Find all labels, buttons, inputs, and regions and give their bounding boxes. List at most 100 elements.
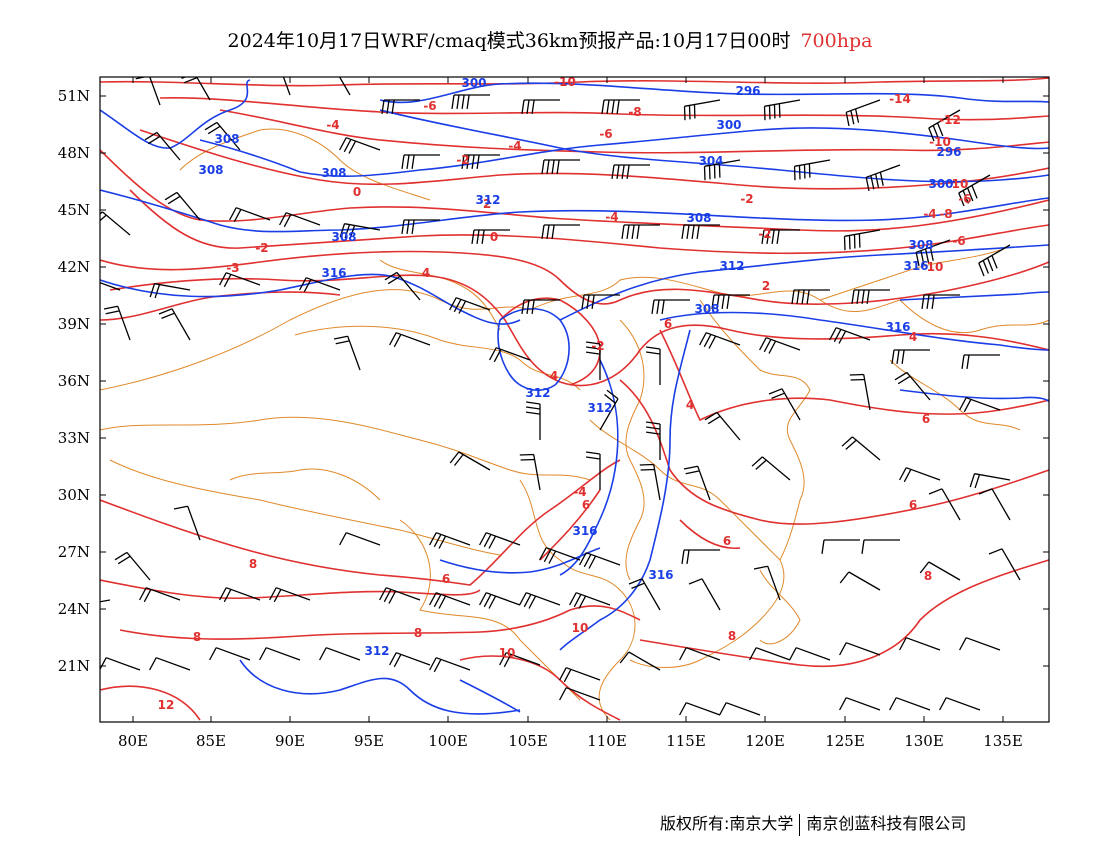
wind-barb bbox=[843, 229, 881, 251]
lon-label: 110E bbox=[587, 732, 627, 750]
temperature-label: 4 bbox=[909, 330, 917, 344]
height-label: 308 bbox=[331, 230, 356, 244]
wind-barb bbox=[521, 299, 560, 314]
wind-barb bbox=[919, 561, 961, 581]
wind-barb bbox=[539, 547, 581, 564]
wind-barb bbox=[841, 436, 881, 461]
title-level: 700hpa bbox=[800, 30, 873, 52]
wind-barb bbox=[449, 297, 491, 314]
wind-barb bbox=[181, 77, 211, 101]
map-title: 2024年10月17日WRF/cmaq模式36km预报产品:10月17日00时 7… bbox=[0, 26, 1100, 53]
wind-barb bbox=[793, 159, 831, 181]
temperature-label: 6 bbox=[922, 412, 930, 426]
wind-barb bbox=[988, 548, 1021, 581]
wind-barb bbox=[749, 647, 791, 661]
temperature-label: -12 bbox=[939, 113, 961, 127]
copyright-footer: 版权所有:南京大学 南京创蓝科技有限公司 bbox=[660, 810, 966, 836]
isotherms bbox=[100, 77, 1049, 721]
wind-barb bbox=[259, 647, 301, 661]
wind-barb bbox=[829, 327, 871, 344]
wind-barb bbox=[978, 488, 1011, 521]
height-label: 308 bbox=[694, 302, 719, 316]
wind-barb bbox=[759, 337, 801, 354]
lat-label: 45N bbox=[58, 201, 90, 219]
wind-barb bbox=[569, 592, 611, 609]
wind-barb bbox=[114, 551, 151, 581]
wind-barb bbox=[479, 592, 521, 609]
temperature-label: -6 bbox=[423, 99, 436, 113]
wind-barb bbox=[100, 282, 121, 291]
height-label: 296 bbox=[735, 84, 760, 98]
temperature-label: -4 bbox=[326, 118, 339, 132]
map-frame bbox=[99, 76, 1050, 723]
temperature-label: 10 bbox=[927, 260, 944, 274]
wind-barb bbox=[646, 421, 661, 460]
wind-barb bbox=[763, 99, 801, 121]
wind-barb bbox=[521, 99, 560, 114]
height-label: 308 bbox=[908, 238, 933, 252]
wind-barb bbox=[891, 349, 930, 364]
wind-barb bbox=[821, 539, 860, 554]
wind-barb bbox=[279, 212, 321, 228]
temperature-label: 10 bbox=[499, 646, 516, 660]
lat-label: 21N bbox=[58, 657, 90, 675]
wind-barb bbox=[679, 647, 721, 661]
wind-barb bbox=[299, 277, 341, 293]
temperature-label: 8 bbox=[414, 626, 422, 640]
temperature-label: -2 bbox=[740, 192, 753, 206]
lat-label: 36N bbox=[58, 372, 90, 390]
height-label: 296 bbox=[936, 145, 961, 159]
lat-label: 42N bbox=[58, 258, 90, 276]
lat-label: 24N bbox=[58, 600, 90, 618]
temperature-label: -4 bbox=[605, 210, 618, 224]
wind-barb bbox=[611, 164, 650, 179]
wind-barb bbox=[499, 652, 541, 668]
wind-barb bbox=[679, 702, 721, 716]
wind-barb bbox=[703, 159, 741, 181]
wind-barb bbox=[899, 467, 941, 483]
temperature-label: 8 bbox=[193, 630, 201, 644]
wind-barb bbox=[541, 159, 580, 174]
height-label: 312 bbox=[587, 401, 612, 415]
wind-barb bbox=[338, 77, 351, 96]
height-label: 312 bbox=[475, 193, 500, 207]
wind-barb bbox=[139, 587, 181, 603]
temperature-label: 6 bbox=[664, 317, 672, 331]
temperature-label: -4 bbox=[573, 485, 586, 499]
wind-barb bbox=[839, 571, 881, 591]
height-label: 308 bbox=[686, 211, 711, 225]
temperature-label: -2 bbox=[255, 241, 268, 255]
temperature-label: 4 bbox=[550, 369, 558, 383]
temperature-label: 12 bbox=[0, 0, 8, 3]
wind-barb bbox=[839, 642, 881, 656]
wind-barb bbox=[389, 332, 431, 348]
wind-barb bbox=[928, 488, 961, 521]
wind-barb bbox=[209, 647, 251, 661]
lat-label: 51N bbox=[58, 87, 90, 105]
wind-barb bbox=[586, 341, 601, 380]
height-label: 300 bbox=[716, 118, 741, 132]
wind-barb bbox=[845, 99, 881, 127]
wind-barb bbox=[103, 305, 131, 341]
lon-label: 80E bbox=[118, 732, 148, 750]
height-contours bbox=[100, 79, 1049, 715]
lat-label: 30N bbox=[58, 486, 90, 504]
temperature-label: 10 bbox=[952, 177, 969, 191]
footer-left: 版权所有:南京大学 bbox=[660, 814, 794, 833]
wind-barb bbox=[219, 587, 261, 603]
wind-barb bbox=[599, 389, 619, 431]
wind-barb bbox=[915, 239, 951, 267]
temperature-label: 0 bbox=[490, 230, 498, 244]
temperature-label: 0 bbox=[353, 185, 361, 199]
wind-barb bbox=[100, 657, 141, 671]
wind-barb bbox=[711, 294, 750, 309]
temperature-label: -2 bbox=[456, 153, 469, 167]
wind-barb bbox=[851, 289, 890, 304]
temperature-label: 2 bbox=[483, 197, 491, 211]
temperature-label: 6 bbox=[723, 534, 731, 548]
lon-label: 100E bbox=[428, 732, 468, 750]
wind-barb bbox=[889, 697, 931, 711]
lon-label: 90E bbox=[275, 732, 305, 750]
wind-barb bbox=[704, 411, 741, 441]
lat-label: 48N bbox=[58, 144, 90, 162]
